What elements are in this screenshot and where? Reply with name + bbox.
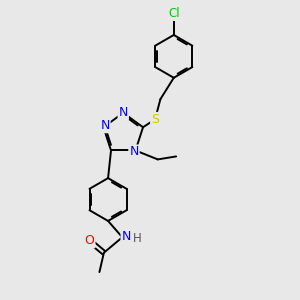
Text: S: S <box>151 113 159 126</box>
Text: N: N <box>122 230 131 243</box>
Text: N: N <box>118 106 128 119</box>
Text: H: H <box>133 232 142 245</box>
Text: O: O <box>85 234 94 247</box>
Text: N: N <box>100 119 110 132</box>
Text: N: N <box>129 146 139 158</box>
Text: Cl: Cl <box>168 7 180 20</box>
